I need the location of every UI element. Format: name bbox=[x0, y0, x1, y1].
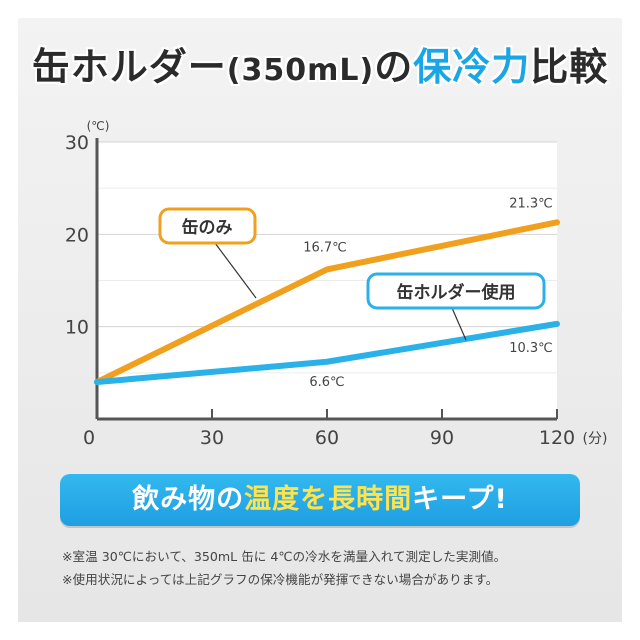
title-mid: の bbox=[374, 45, 414, 89]
title-paren: (350mL) bbox=[226, 53, 375, 88]
title-accent: 保冷力 bbox=[413, 45, 531, 89]
callout-pointer bbox=[214, 242, 257, 299]
legend-box-can-only bbox=[158, 207, 257, 245]
data-label: 6.6℃ bbox=[309, 375, 344, 390]
legend-label-can-holder: 缶ホルダー使用 bbox=[397, 282, 516, 303]
y-tick-label: 10 bbox=[65, 317, 89, 339]
legend-label-can-only: 缶のみ bbox=[182, 217, 233, 238]
y-tick-label: 20 bbox=[65, 224, 89, 246]
banner-text2: キープ! bbox=[412, 484, 508, 515]
x-unit-label: (分) bbox=[583, 431, 608, 447]
note-line-1: ※室温 30℃において、350mL 缶に 4℃の冷水を満量入れて測定した実測値。 bbox=[62, 549, 507, 564]
keep-temperature-banner: 飲み物の温度を長時間キープ! bbox=[60, 474, 580, 526]
note-line-2: ※使用状況によっては上記グラフの保冷機能が発揮できない場合があります。 bbox=[62, 572, 499, 587]
x-tick-label: 0 bbox=[83, 427, 95, 449]
banner-accent: 温度を長時間 bbox=[244, 484, 413, 515]
title-prefix: 缶ホルダー bbox=[31, 45, 227, 89]
x-tick-label: 90 bbox=[430, 427, 454, 449]
x-tick-label: 60 bbox=[315, 427, 339, 449]
y-tick-label: 30 bbox=[65, 132, 89, 154]
series-line-can-only bbox=[94, 219, 560, 386]
data-label: 10.3℃ bbox=[509, 341, 553, 356]
series-line-can-holder bbox=[94, 320, 560, 386]
legend-box-can-holder bbox=[366, 272, 546, 310]
title-suffix: 比較 bbox=[530, 45, 609, 89]
data-label: 16.7℃ bbox=[303, 240, 347, 255]
data-label: 21.3℃ bbox=[509, 196, 553, 211]
callout-pointer bbox=[451, 307, 467, 341]
x-tick-label: 120 bbox=[539, 427, 575, 449]
y-unit-label: (℃) bbox=[87, 119, 110, 133]
banner-text1: 飲み物の bbox=[132, 484, 245, 515]
page-title: 缶ホルダー(350mL)の保冷力比較 bbox=[0, 36, 640, 91]
x-tick-label: 30 bbox=[200, 427, 224, 449]
